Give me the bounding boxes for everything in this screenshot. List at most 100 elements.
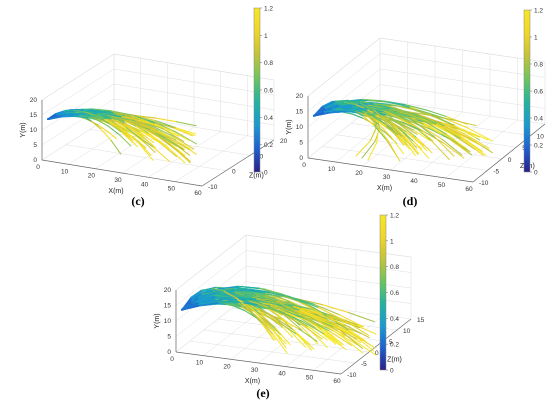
trajectory-segment [154,120,176,129]
trajectory-segment [289,296,316,306]
panel-caption: (c) [131,194,144,208]
trajectory-segment [422,130,445,144]
trajectory-segment [348,109,364,113]
trajectory-segment [374,118,388,127]
trajectory-segment [107,114,126,121]
trajectory-segment [173,136,195,150]
trajectory-segment [115,124,127,133]
trajectory-segment [348,331,376,349]
trajectory-segment [258,287,283,295]
trajectory-segment [191,298,204,304]
trajectory-segment [63,109,75,112]
x-tick-label: 10 [328,166,336,173]
colorbar [253,7,261,173]
trajectory-segment [241,289,267,293]
trajectory-segment [201,290,214,294]
trajectory-segment [436,122,461,137]
grid-line [322,146,488,171]
trajectory-segment [181,296,192,311]
x-axis-line [41,159,203,187]
trajectory-segment [254,314,269,327]
trajectory-segment [301,307,326,316]
y-tick-label: 20 [296,93,304,100]
trajectory-segment [388,109,412,113]
trajectory-segment [221,298,246,301]
trajectory-segment [349,337,377,356]
trajectory-segment [83,109,99,114]
trajectory-segment [390,118,406,125]
x-tick-label: 50 [438,182,446,189]
trajectory-segment [373,123,387,134]
trajectory-segment [261,311,282,320]
trajectory-segment [283,314,305,327]
trajectory-segment [121,130,134,141]
z-axis-line [472,123,546,183]
trajectory-segment [213,294,227,297]
x-tick-label: 60 [465,186,473,193]
z-axis-label: Z(m) [249,172,264,179]
trajectory-segment [319,326,342,346]
trajectory-segment [295,333,315,350]
trajectory-segment [93,114,106,121]
x-axis-label: X(m) [377,185,392,192]
trajectory-segment [237,285,261,289]
trajectory-segment [257,304,281,313]
trajectory-segment [126,126,142,137]
trajectory-segment [431,115,456,121]
trajectory-segment [155,117,177,123]
trajectory-segment [441,138,463,156]
z-tick-label: -5 [361,361,367,368]
trajectory-segment [279,311,303,322]
colorbar-tick-label: 0.6 [390,290,399,297]
y-tick-label: 0 [33,157,37,164]
z-tick-label: -10 [347,372,357,379]
trajectory-segment [229,303,245,311]
colorbar-tick-label: 0.4 [534,116,543,123]
trajectory-segment [140,135,156,149]
trajectory-segment [388,101,412,108]
trajectory-segment [235,296,258,300]
trajectory-segment [165,140,186,156]
trajectory-segment [384,110,402,120]
trajectory-segment [234,290,257,295]
x-tick-label: 20 [355,170,363,177]
trajectory-segment [111,118,127,129]
trajectory-bundle [313,98,493,162]
trajectory-segment [124,119,144,129]
trajectory-segment [411,134,428,152]
trajectory-segment [135,125,154,138]
trajectory-segment [317,307,345,321]
trajectory-segment [55,110,66,115]
trajectory-segment [277,314,293,327]
trajectory-segment [175,121,197,127]
trajectory-segment [415,136,433,154]
trajectory-segment [288,329,307,348]
trajectory-segment [109,122,123,132]
trajectory-segment [212,292,226,297]
y-tick-label: 15 [296,109,304,116]
trajectory-segment [468,127,493,142]
trajectory-segment [343,319,370,336]
y-tick-label: 15 [164,303,172,310]
trajectory-segment [125,126,142,140]
trajectory-segment [104,113,123,118]
trajectory-segment [83,111,96,116]
trajectory-segment [140,124,159,132]
trajectory-segment [402,121,425,132]
trajectory-segment [115,113,137,117]
x-tick-label: 10 [196,360,204,367]
trajectory-segment [362,110,378,116]
z-tick-label: 5 [389,339,393,346]
trajectory-segment [323,333,347,350]
grid-line [417,115,491,175]
trajectory-segment [321,312,349,331]
colorbar-tick-label: 0.4 [390,316,399,323]
trajectory-segment [347,108,369,110]
trajectory-segment [138,143,154,161]
x-tick-label: 30 [114,177,122,184]
trajectory-segment [343,324,370,339]
trajectory-segment [267,325,283,340]
trajectory-segment [299,324,319,345]
trajectory-segment [376,128,380,144]
trajectory-segment [425,109,448,118]
